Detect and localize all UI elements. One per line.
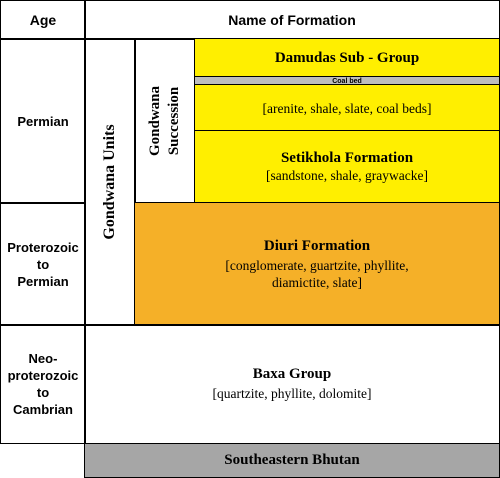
coal-bed-label: Coal bed bbox=[332, 77, 362, 85]
setikhola-description: [sandstone, shale, graywacke] bbox=[266, 168, 428, 183]
diuri-title: Diuri Formation bbox=[263, 237, 371, 254]
age-line: Proterozoic bbox=[7, 239, 79, 255]
age-line: to bbox=[36, 256, 50, 272]
setikhola-cell: Setikhola Formation [sandstone, shale, g… bbox=[194, 130, 500, 204]
damudas-description: [arenite, shale, slate, coal beds] bbox=[262, 100, 432, 116]
baxa-description: [quartzite, phyllite, dolomite] bbox=[212, 386, 372, 401]
region-footer: Southeastern Bhutan bbox=[84, 444, 500, 478]
gondwana-units-label: Gondwana Units bbox=[101, 124, 118, 240]
age-line: to bbox=[36, 385, 50, 400]
age-cell-neoproterozoic-cambrian: Neo- proterozoic to Cambrian bbox=[0, 324, 86, 444]
formation-header: Name of Formation bbox=[84, 0, 500, 40]
gondwana-succession-label: Gondwana Succession bbox=[147, 85, 182, 157]
baxa-cell: Baxa Group [quartzite, phyllite, dolomit… bbox=[84, 324, 500, 444]
diuri-description-line1: [conglomerate, guartzite, phyllite, bbox=[225, 257, 409, 273]
age-line: Neo- bbox=[28, 351, 58, 366]
age-permian-label: Permian bbox=[17, 113, 69, 129]
gondwana-units-cell: Gondwana Units bbox=[84, 38, 136, 326]
age-line: Permian bbox=[17, 273, 69, 289]
damudas-title-cell: Damudas Sub - Group bbox=[194, 38, 500, 78]
age-cell-proterozoic-permian: Proterozoic to Permian bbox=[0, 202, 86, 326]
damudas-title: Damudas Sub - Group bbox=[274, 49, 420, 66]
diuri-cell: Diuri Formation [conglomerate, guartzite… bbox=[134, 202, 500, 326]
region-label: Southeastern Bhutan bbox=[224, 452, 360, 468]
age-header-label: Age bbox=[29, 12, 57, 28]
diuri-description-line2: diamictite, slate] bbox=[272, 274, 362, 290]
age-line: proterozoic bbox=[7, 368, 79, 383]
age-line: Cambrian bbox=[13, 402, 73, 417]
setikhola-title: Setikhola Formation bbox=[280, 150, 414, 166]
age-cell-permian: Permian bbox=[0, 38, 86, 204]
damudas-description-cell: [arenite, shale, slate, coal beds] bbox=[194, 84, 500, 132]
formation-header-label: Name of Formation bbox=[228, 12, 356, 28]
age-header: Age bbox=[0, 0, 86, 40]
baxa-title: Baxa Group bbox=[252, 366, 332, 382]
gondwana-succession-cell: Gondwana Succession bbox=[134, 38, 196, 204]
